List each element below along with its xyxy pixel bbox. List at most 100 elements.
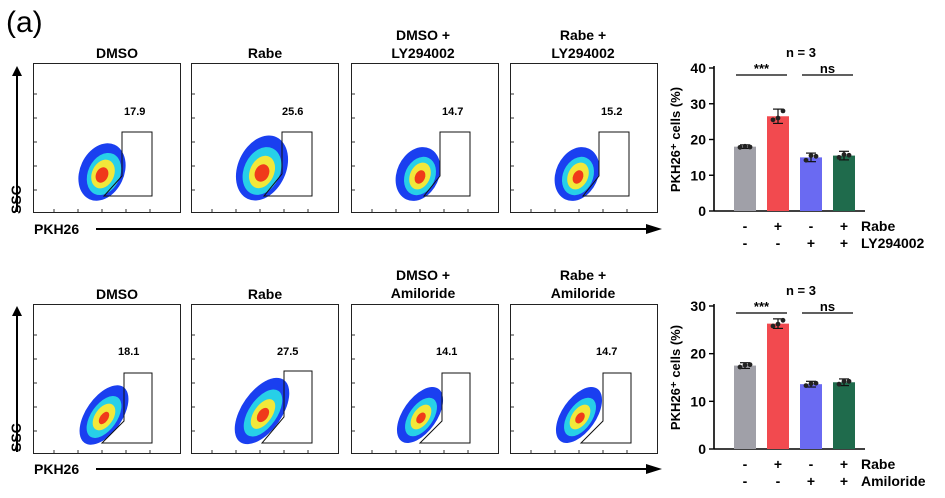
gate (581, 131, 630, 197)
data-point (836, 381, 842, 387)
condition-sign: - (743, 473, 748, 489)
density-plot (192, 334, 313, 453)
plot-title: DMSO (96, 45, 138, 61)
plot-title: Rabe (247, 45, 283, 61)
gate-percent: 15.2 (601, 106, 623, 118)
density-plot (511, 334, 632, 453)
bar (833, 382, 855, 449)
condition-name: Rabe (861, 218, 895, 234)
bar (734, 146, 756, 211)
ssc-arrow (12, 306, 22, 452)
flow-plot (191, 304, 339, 454)
density-plot (34, 334, 153, 453)
gate (260, 370, 313, 444)
y-axis-label: SSC (8, 423, 24, 452)
bar (833, 155, 855, 211)
y-tick-label: 30 (690, 96, 706, 112)
bar (800, 384, 822, 449)
condition-sign: + (840, 235, 848, 251)
significance-label: *** (754, 61, 770, 76)
y-tick-label: 0 (698, 441, 706, 457)
condition-name: Amiloride (861, 473, 926, 489)
condition-sign: - (809, 456, 814, 472)
condition-sign: - (809, 218, 814, 234)
density-contour (98, 411, 110, 425)
pkh26-arrow (96, 224, 662, 234)
plot-title: DMSO + Amiloride (390, 267, 456, 301)
data-point (803, 157, 809, 163)
gate (579, 372, 632, 444)
gate-percent: 27.5 (277, 346, 299, 358)
density-contour (254, 164, 270, 182)
flow-plot (33, 63, 181, 213)
condition-sign: + (840, 456, 848, 472)
data-point (808, 153, 814, 158)
y-tick-label: 0 (698, 203, 706, 219)
y-axis-label: PKH26⁺ cells (%) (668, 325, 683, 430)
data-point (775, 321, 781, 327)
density-plot (352, 93, 471, 212)
condition-name: Rabe (861, 456, 895, 472)
gate (100, 372, 153, 444)
x-axis-label: PKH26 (34, 221, 80, 237)
density-plot (352, 334, 471, 453)
density-contour (416, 412, 426, 424)
y-tick-label: 40 (690, 60, 706, 76)
significance-label: *** (754, 299, 770, 314)
condition-sign: - (776, 473, 781, 489)
gate (418, 372, 471, 444)
data-point (775, 115, 781, 121)
flow-plot (510, 63, 658, 213)
plot-title: Rabe + Amiloride (550, 267, 616, 301)
condition-sign: + (840, 473, 848, 489)
gate (422, 131, 471, 197)
flow-plot (191, 63, 339, 213)
y-axis-label: SSC (8, 185, 24, 214)
bar (734, 365, 756, 449)
plot-title: DMSO + LY294002 (391, 27, 455, 61)
gate-percent: 14.7 (596, 346, 618, 358)
n-annotation: n = 3 (786, 283, 816, 298)
gate-percent: 18.1 (118, 346, 140, 358)
data-point (747, 144, 753, 150)
density-contour (414, 170, 426, 184)
gate-percent: 14.7 (442, 106, 464, 118)
condition-sign: + (840, 218, 848, 234)
condition-sign: - (743, 235, 748, 251)
density-contour (575, 412, 585, 424)
panel-label: (a) (6, 6, 43, 39)
y-axis-label: PKH26⁺ cells (%) (668, 87, 683, 192)
gate-percent: 25.6 (282, 106, 304, 118)
data-point (770, 117, 776, 123)
condition-sign: + (807, 235, 815, 251)
condition-sign: + (774, 456, 782, 472)
flow-plot (351, 304, 499, 454)
gate (102, 131, 153, 197)
condition-sign: - (743, 218, 748, 234)
y-tick-label: 20 (690, 346, 706, 362)
data-point (742, 143, 748, 149)
n-annotation: n = 3 (786, 45, 816, 60)
density-plot (34, 93, 153, 212)
gate-percent: 14.1 (436, 346, 458, 358)
data-point (803, 383, 809, 389)
condition-sign: - (776, 235, 781, 251)
flow-plot (351, 63, 499, 213)
gate (262, 131, 313, 197)
data-point (808, 381, 814, 387)
plot-title: Rabe + LY294002 (551, 27, 615, 61)
plot-title: DMSO (96, 286, 138, 302)
gate-percent: 17.9 (124, 106, 146, 118)
y-tick-label: 20 (690, 132, 706, 148)
significance-label: ns (820, 61, 835, 76)
data-point (813, 380, 819, 386)
density-contour (95, 167, 109, 183)
data-point (737, 364, 743, 370)
flow-plot (510, 304, 658, 454)
y-tick-label: 10 (690, 393, 706, 409)
bar (800, 157, 822, 211)
data-point (813, 153, 819, 159)
condition-sign: + (807, 473, 815, 489)
y-tick-label: 30 (690, 298, 706, 314)
